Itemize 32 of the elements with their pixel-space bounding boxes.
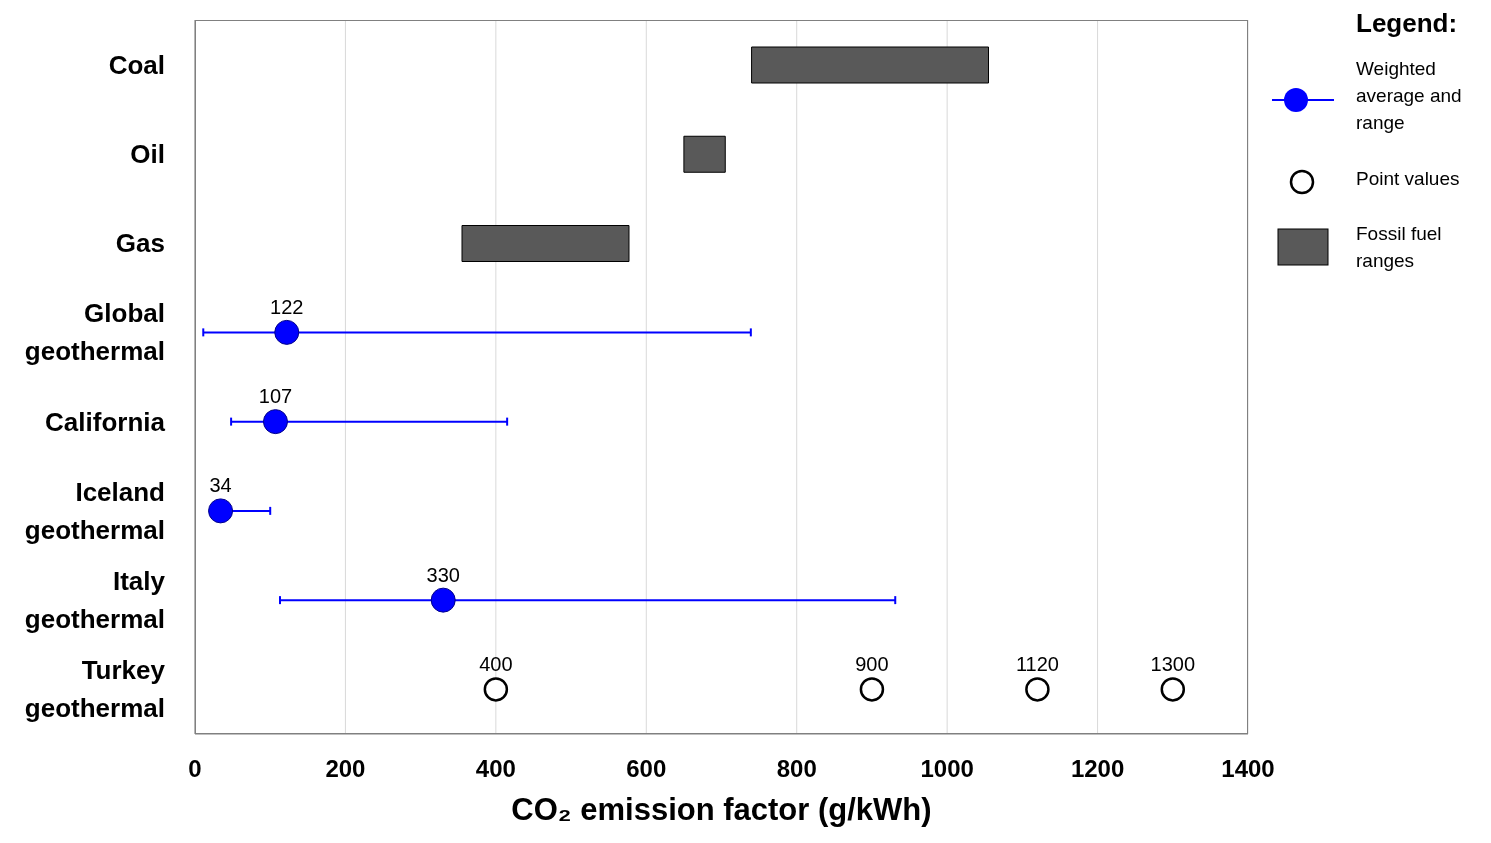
x-tick-label: 800 bbox=[776, 755, 817, 783]
y-tick-label: California bbox=[45, 406, 166, 437]
data-label: 1300 bbox=[1150, 652, 1196, 675]
y-tick-label: Gas bbox=[115, 228, 165, 259]
y-tick-label: Oil bbox=[130, 138, 165, 169]
legend-label: Weighted average and range bbox=[1356, 57, 1463, 135]
y-tick-label: Global geothermal bbox=[24, 298, 165, 367]
data-label: 400 bbox=[479, 652, 513, 675]
x-tick-label: 1000 bbox=[920, 755, 974, 783]
x-tick-label: 0 bbox=[188, 755, 202, 783]
x-tick-label: 600 bbox=[626, 755, 667, 783]
y-tick-label: Iceland geothermal bbox=[24, 476, 165, 545]
x-tick-label: 1400 bbox=[1221, 755, 1275, 783]
legend-label: Fossil fuel ranges bbox=[1356, 222, 1443, 273]
bar bbox=[461, 225, 630, 262]
y-tick-label: Italy geothermal bbox=[24, 566, 166, 635]
x-tick-label: 1200 bbox=[1070, 755, 1125, 783]
x-axis-title: CO₂ emission factor (g/kWh) bbox=[511, 792, 932, 827]
bar bbox=[683, 135, 726, 173]
data-label: 122 bbox=[270, 295, 304, 318]
data-label: 330 bbox=[426, 563, 460, 586]
legend-title: Legend: bbox=[1356, 8, 1459, 39]
data-label: 107 bbox=[258, 385, 293, 408]
data-label: 34 bbox=[209, 474, 232, 497]
y-tick-label: Coal bbox=[108, 49, 165, 80]
data-label: 1120 bbox=[1015, 652, 1059, 675]
x-tick-label: 400 bbox=[475, 755, 516, 783]
y-tick-label: Turkey geothermal bbox=[24, 655, 166, 724]
bar bbox=[751, 46, 990, 84]
legend-label: Point values bbox=[1356, 166, 1461, 191]
data-label: 900 bbox=[855, 652, 889, 675]
x-tick-label: 200 bbox=[325, 755, 366, 783]
